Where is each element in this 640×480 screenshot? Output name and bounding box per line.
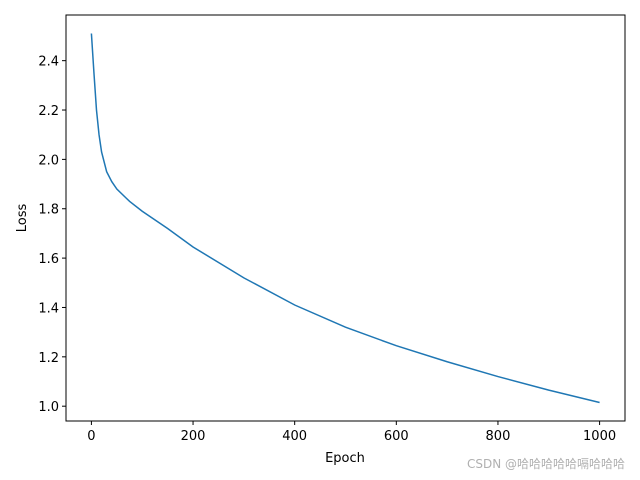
x-tick-label: 800 <box>486 429 511 444</box>
x-tick-label: 600 <box>384 429 409 444</box>
x-tick-label: 400 <box>282 429 307 444</box>
y-tick-label: 1.8 <box>38 203 59 218</box>
y-tick-label: 2.2 <box>38 104 59 119</box>
x-axis-label: Epoch <box>325 451 365 466</box>
watermark: CSDN @哈哈哈哈哈嗝哈哈哈 <box>467 457 625 471</box>
x-tick-label: 0 <box>87 429 95 444</box>
y-axis-label: Loss <box>15 204 30 233</box>
y-tick-label: 1.4 <box>38 301 59 316</box>
y-tick-label: 1.6 <box>38 252 59 267</box>
y-tick-label: 1.2 <box>38 351 59 366</box>
plot-frame <box>65 14 626 422</box>
x-tick-label: 200 <box>181 429 206 444</box>
x-tick-label: 1000 <box>583 429 616 444</box>
y-tick-label: 2.0 <box>38 153 59 168</box>
data-line <box>90 33 600 404</box>
y-tick-label: 1.0 <box>38 400 59 415</box>
y-tick-label: 2.4 <box>38 55 59 70</box>
